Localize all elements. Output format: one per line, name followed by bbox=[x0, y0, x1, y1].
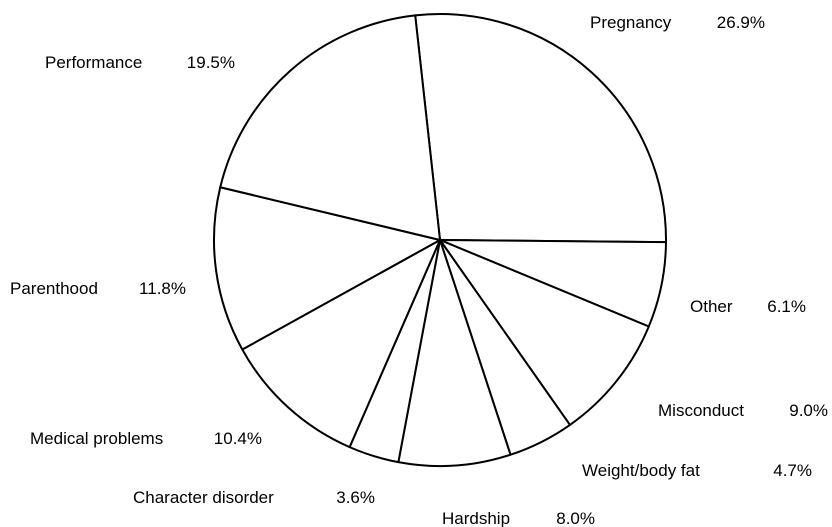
slice-value-label: 8.0% bbox=[556, 509, 595, 527]
pie-slice bbox=[439, 239, 650, 426]
slice-value-label: 26.9% bbox=[717, 13, 765, 32]
pie-slice bbox=[213, 186, 441, 351]
slice-label: Other bbox=[690, 297, 733, 316]
slice-label: Hardship bbox=[442, 509, 510, 527]
slice-label: Character disorder bbox=[133, 488, 274, 507]
slice-value-label: 19.5% bbox=[187, 53, 235, 72]
pie-slice bbox=[241, 239, 441, 449]
slice-label: Misconduct bbox=[658, 401, 744, 420]
slice-label: Parenthood bbox=[10, 279, 98, 298]
slice-label: Weight/body fat bbox=[582, 461, 700, 480]
slice-value-label: 4.7% bbox=[773, 461, 812, 480]
slice-label: Performance bbox=[45, 53, 142, 72]
pie-slice bbox=[414, 13, 667, 244]
slice-value-label: 3.6% bbox=[336, 488, 375, 507]
pie-slice bbox=[397, 239, 512, 467]
slice-value-label: 6.1% bbox=[767, 297, 806, 316]
slice-label: Pregnancy bbox=[590, 13, 672, 32]
slice-value-label: 9.0% bbox=[789, 401, 828, 420]
slice-label: Medical problems bbox=[30, 429, 163, 448]
slice-value-label: 10.4% bbox=[214, 429, 262, 448]
pie-slice bbox=[219, 14, 441, 241]
slice-value-label: 11.8% bbox=[139, 279, 186, 298]
